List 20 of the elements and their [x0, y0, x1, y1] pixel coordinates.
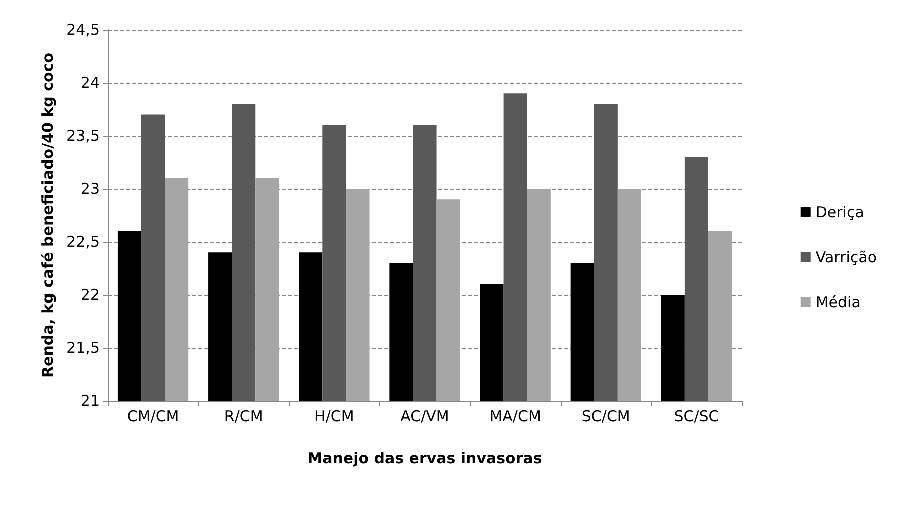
legend-label: Varrição: [816, 248, 878, 266]
x-axis-title: Manejo das ervas invasoras: [308, 450, 542, 468]
legend-label: Média: [816, 294, 861, 312]
y-tick-label: 24: [80, 74, 100, 92]
y-tick-label: 21: [80, 392, 100, 410]
x-tick-label: H/CM: [314, 408, 354, 426]
x-tick-label: AC/VM: [400, 408, 450, 426]
y-tick-label: 22,5: [66, 233, 100, 251]
x-tick-label: MA/CM: [490, 408, 542, 426]
y-tick-label: 24,5: [66, 21, 100, 39]
x-tick-label: R/CM: [224, 408, 264, 426]
y-tick-label: 23: [80, 180, 100, 198]
x-tick-label: CM/CM: [127, 408, 180, 426]
y-tick-label: 22: [80, 286, 100, 304]
x-tick-label: SC/SC: [674, 408, 720, 426]
y-axis-title: Renda, kg café beneficiado/40 kg coco: [39, 52, 58, 378]
y-tick-label: 21,5: [66, 339, 100, 357]
x-tick-label: SC/CM: [582, 408, 630, 426]
y-tick-label: 23,5: [66, 127, 100, 145]
legend-label: Deriça: [816, 204, 864, 222]
